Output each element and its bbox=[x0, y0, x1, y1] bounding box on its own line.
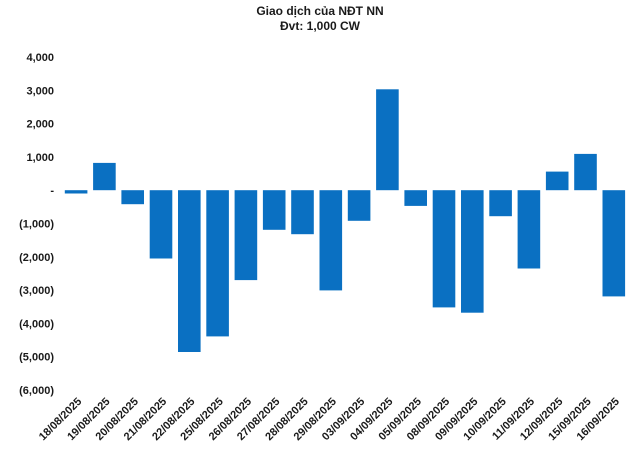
bar bbox=[206, 190, 229, 337]
y-tick-label: (4,000) bbox=[19, 318, 54, 330]
bar bbox=[602, 190, 626, 297]
y-tick-label: (5,000) bbox=[19, 352, 54, 364]
y-tick-label: 4,000 bbox=[26, 52, 54, 64]
y-tick-label: 2,000 bbox=[26, 119, 54, 131]
bar bbox=[347, 190, 371, 221]
bar bbox=[404, 190, 427, 206]
bar bbox=[149, 190, 173, 259]
bar bbox=[262, 190, 286, 230]
bar bbox=[291, 190, 314, 235]
y-tick-label: (6,000) bbox=[19, 385, 54, 397]
y-tick-label: (3,000) bbox=[19, 285, 54, 297]
bar bbox=[461, 190, 484, 313]
bar bbox=[517, 190, 541, 269]
bar bbox=[545, 171, 569, 191]
bar bbox=[178, 190, 201, 352]
bar bbox=[234, 190, 258, 281]
bar bbox=[121, 190, 144, 205]
chart-title: Giao dịch của NĐT NN bbox=[256, 4, 384, 18]
bar bbox=[376, 89, 399, 191]
bar bbox=[432, 190, 456, 308]
y-tick-label: 3,000 bbox=[26, 85, 54, 97]
bar bbox=[489, 190, 512, 217]
bar bbox=[319, 190, 343, 291]
y-tick-label: (2,000) bbox=[19, 252, 54, 264]
bar bbox=[93, 162, 116, 191]
chart-subtitle: Đvt: 1,000 CW bbox=[279, 19, 361, 33]
y-tick-label: - bbox=[50, 185, 54, 197]
bar bbox=[64, 190, 88, 194]
bar bbox=[574, 153, 597, 191]
chart-title-block: Giao dịch của NĐT NN Đvt: 1,000 CW bbox=[0, 4, 640, 34]
y-tick-label: 1,000 bbox=[26, 152, 54, 164]
y-tick-label: (1,000) bbox=[19, 219, 54, 231]
